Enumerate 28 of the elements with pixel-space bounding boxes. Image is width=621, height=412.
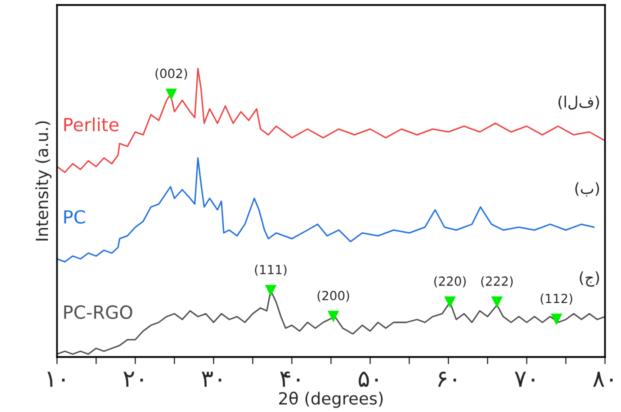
- point: [165, 88, 178, 100]
- x-tick-label: ۱۰: [48, 372, 65, 387]
- annotation: (ج): [580, 271, 599, 287]
- point: [264, 284, 277, 296]
- x-tick-label: ۸۰: [593, 372, 613, 387]
- y-axis-title: Intensity (a.u.): [35, 121, 52, 240]
- point: [328, 310, 340, 322]
- x-axis-title: 2θ (degrees): [279, 392, 383, 408]
- series-label: PC-RGO: [64, 305, 132, 319]
- x-tick-label: ۷۰: [514, 372, 534, 387]
- annotation: (222): [481, 276, 513, 288]
- point: [550, 314, 562, 326]
- annotation: (112): [540, 294, 572, 305]
- annotation: (الف): [558, 96, 599, 110]
- x-tick-label: ۳۰: [202, 372, 222, 387]
- series-label: Perlite: [64, 117, 119, 132]
- x-tick-label: ۲۰: [124, 372, 143, 387]
- point: [491, 296, 503, 308]
- annotation: (111): [254, 264, 286, 276]
- annotation: (220): [434, 276, 466, 288]
- annotation: (002): [156, 68, 188, 80]
- x-tick-label: ۵۰: [358, 372, 378, 387]
- series-label: PC: [64, 210, 85, 224]
- annotation: (200): [318, 290, 350, 302]
- point: [444, 296, 456, 308]
- x-tick-label: ۶۰: [438, 372, 456, 387]
- x-tick-label: ۴۰: [280, 372, 300, 387]
- annotation: (ب): [575, 182, 599, 196]
